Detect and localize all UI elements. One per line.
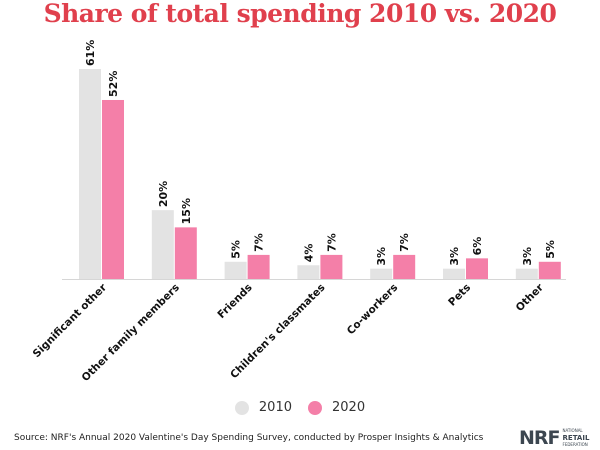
category-label-significant-other: Significant other	[31, 281, 110, 360]
bar-significant-other-2020	[102, 99, 124, 279]
value-label-friends-2010: 5%	[230, 240, 243, 259]
category-label-other: Other	[514, 281, 547, 314]
value-label-significant-other-2020: 52%	[107, 71, 120, 97]
category-label-pets: Pets	[446, 282, 473, 309]
bar-other-family-members-2010	[151, 210, 174, 279]
bar-other-2010	[515, 268, 538, 279]
bar-chart: 61% 52% 20% 15% 5% 7% 4% 7% 3% 7% 3% 6% 3% 5% Signifi…	[31, 40, 566, 384]
source-note: Source: NRF's Annual 2020 Valentine's Da…	[14, 433, 484, 443]
value-label-other-2020: 5%	[544, 240, 557, 259]
bar-friends-2020	[247, 254, 270, 279]
bar-other-family-members-2020	[174, 227, 197, 279]
logo-line-2: RETAIL	[562, 434, 590, 442]
value-label-friends-2020: 7%	[253, 233, 266, 252]
logo-line-3: FEDERATION	[562, 442, 588, 447]
logo-mark: NRF	[519, 427, 561, 449]
value-label-other-family-members-2020: 15%	[180, 198, 193, 224]
bar-friends-2010	[224, 261, 247, 279]
logo-line-1: NATIONAL	[562, 428, 583, 433]
logo-wordmark: NATIONAL RETAIL FEDERATION	[563, 428, 590, 448]
value-label-pets-2020: 6%	[471, 237, 484, 256]
legend-item-2020: 2020	[308, 400, 365, 415]
legend-swatch-2010	[234, 400, 249, 415]
bar-co-workers-2020	[393, 254, 416, 279]
legend: 2010 2020	[0, 400, 600, 415]
legend-item-2010: 2010	[234, 400, 292, 415]
value-label-children-s-classmates-2010: 4%	[302, 244, 315, 263]
legend-label-2020: 2020	[332, 400, 366, 415]
chart-title: Share of total spending 2010 vs. 2020	[43, 0, 557, 28]
value-label-pets-2010: 3%	[448, 247, 461, 266]
value-label-co-workers-2010: 3%	[375, 247, 388, 266]
legend-label-2010: 2010	[258, 400, 292, 415]
value-label-children-s-classmates-2020: 7%	[325, 233, 338, 252]
value-label-other-family-members-2010: 20%	[157, 181, 170, 207]
nrf-logo: NRF NATIONAL RETAIL FEDERATION	[519, 428, 589, 448]
bar-other-2020	[538, 261, 561, 279]
category-label-co-workers: Co-workers	[345, 282, 401, 338]
category-label-friends: Friends	[215, 282, 254, 321]
bar-pets-2020	[466, 258, 488, 279]
bar-children-s-classmates-2020	[320, 254, 343, 279]
bar-children-s-classmates-2010	[297, 265, 320, 279]
value-label-other-2010: 3%	[521, 247, 534, 266]
bar-co-workers-2010	[370, 268, 393, 279]
bar-significant-other-2010	[79, 69, 101, 279]
legend-swatch-2020	[308, 400, 322, 415]
value-label-significant-other-2010: 61%	[84, 40, 97, 66]
value-label-co-workers-2020: 7%	[398, 233, 411, 252]
bar-pets-2010	[443, 268, 465, 279]
